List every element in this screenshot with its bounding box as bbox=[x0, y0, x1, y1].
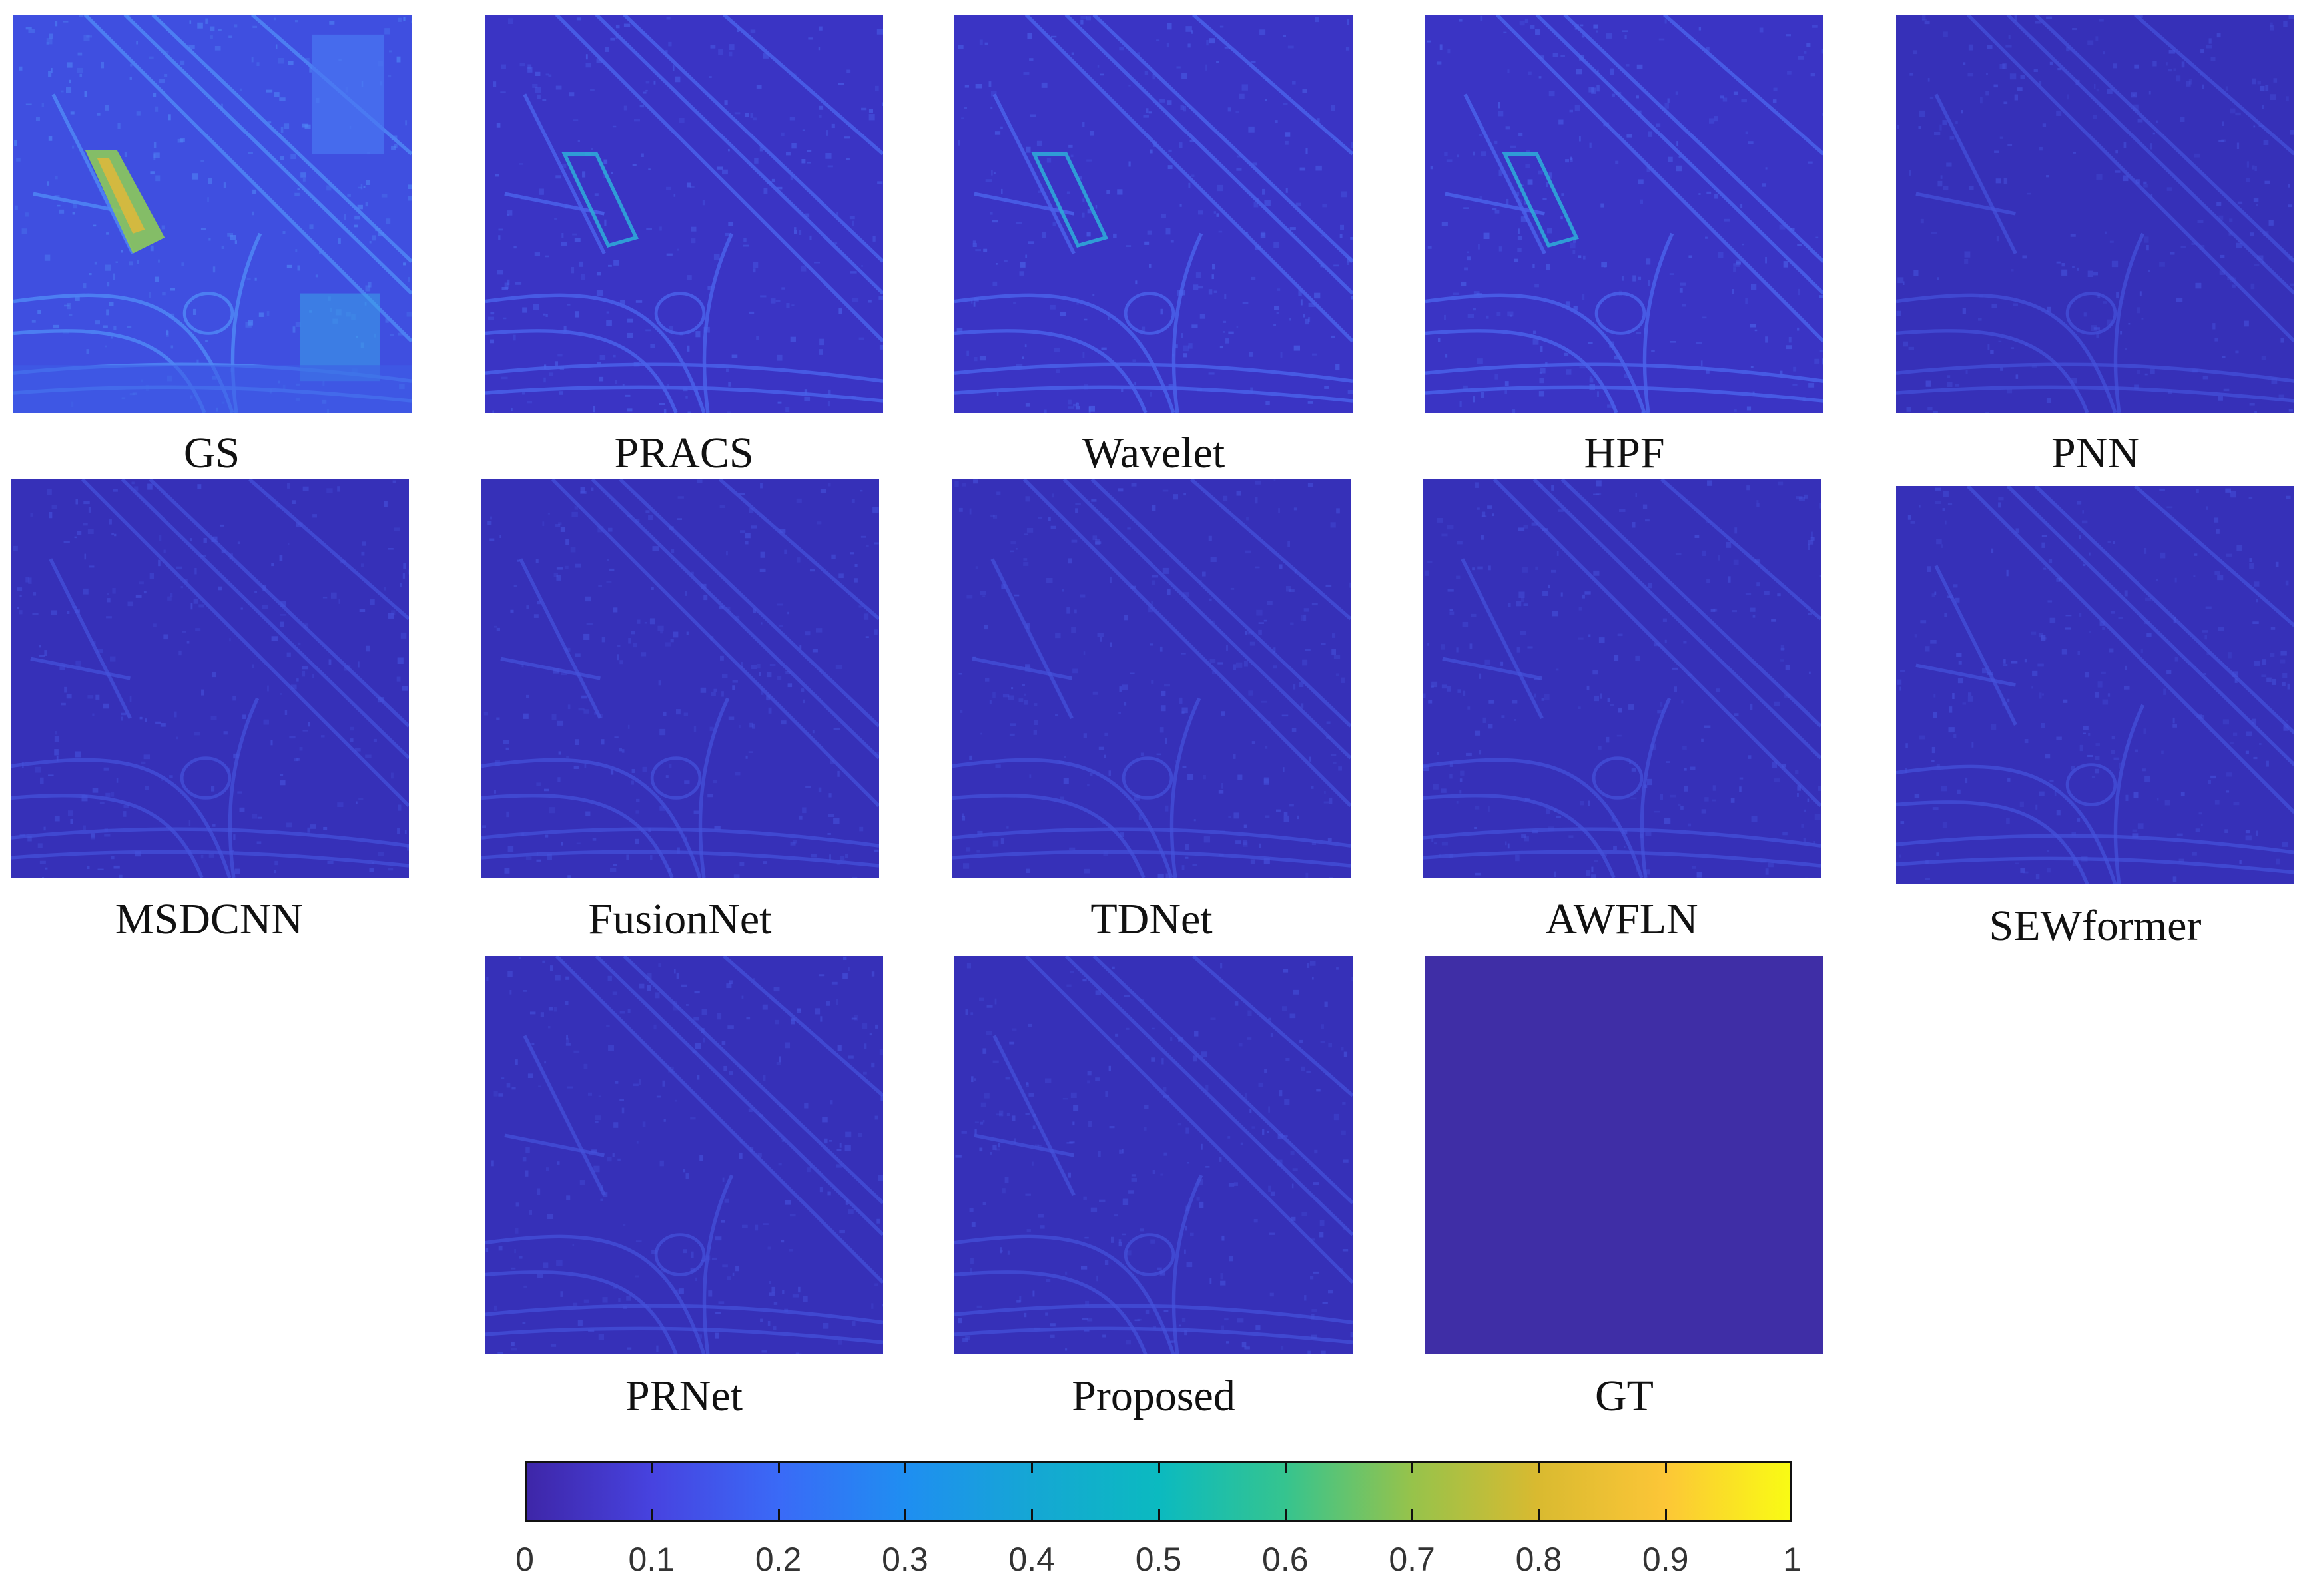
colorbar-tick-label: 0.4 bbox=[1008, 1541, 1055, 1578]
caption-msdcnn: MSDCNN bbox=[115, 895, 304, 943]
error-map-msdcnn bbox=[11, 479, 409, 878]
colorbar-tick-mark bbox=[1538, 1509, 1540, 1520]
colorbar-tick-label: 0.5 bbox=[1135, 1541, 1182, 1578]
colorbar-tick-mark bbox=[1664, 1509, 1667, 1520]
colorbar-tick-mark bbox=[1411, 1463, 1414, 1473]
error-map-sewformer bbox=[1896, 486, 2294, 884]
error-map-tdnet bbox=[952, 479, 1351, 878]
error-map-pracs bbox=[485, 15, 883, 413]
caption-sewformer: SEWformer bbox=[1989, 902, 2202, 950]
error-map-gs bbox=[13, 15, 412, 413]
caption-gs: GS bbox=[183, 429, 240, 477]
error-map-gt bbox=[1425, 956, 1823, 1354]
colorbar-tick-label: 0.8 bbox=[1515, 1541, 1562, 1578]
error-map-awfln bbox=[1423, 479, 1821, 878]
colorbar-tick-label: 0.7 bbox=[1389, 1541, 1435, 1578]
colorbar-tick-mark bbox=[1664, 1463, 1667, 1473]
caption-tdnet: TDNet bbox=[1090, 895, 1213, 943]
caption-pracs: PRACS bbox=[614, 429, 754, 477]
colorbar-tick-mark bbox=[1284, 1463, 1287, 1473]
error-map-hpf bbox=[1425, 15, 1823, 413]
error-map-proposed bbox=[954, 956, 1353, 1354]
colorbar-tick-mark bbox=[1538, 1463, 1540, 1473]
colorbar-tick-mark bbox=[651, 1509, 653, 1520]
colorbar-tick-label: 0.2 bbox=[755, 1541, 802, 1578]
colorbar-tick-mark bbox=[1031, 1463, 1034, 1473]
caption-pnn: PNN bbox=[2051, 429, 2140, 477]
colorbar-tick-label: 0.3 bbox=[882, 1541, 928, 1578]
colorbar-tick-mark bbox=[1411, 1509, 1414, 1520]
error-map-pnn bbox=[1896, 15, 2294, 413]
caption-prnet: PRNet bbox=[625, 1372, 743, 1420]
colorbar-tick-mark bbox=[651, 1463, 653, 1473]
colorbar-tick-mark bbox=[904, 1463, 906, 1473]
colorbar-tick-mark bbox=[777, 1509, 780, 1520]
colorbar-tick-mark bbox=[1157, 1509, 1160, 1520]
caption-gt: GT bbox=[1595, 1372, 1654, 1420]
colorbar-tick-label: 0 bbox=[515, 1541, 534, 1578]
error-map-wavelet bbox=[954, 15, 1353, 413]
caption-awfln: AWFLN bbox=[1545, 895, 1698, 943]
caption-proposed: Proposed bbox=[1072, 1372, 1235, 1420]
colorbar-tick-label: 0.6 bbox=[1262, 1541, 1309, 1578]
colorbar-tick-label: 0.1 bbox=[628, 1541, 675, 1578]
caption-wavelet: Wavelet bbox=[1082, 429, 1225, 477]
colorbar-tick-label: 0.9 bbox=[1642, 1541, 1689, 1578]
colorbar-tick-mark bbox=[1284, 1509, 1287, 1520]
colorbar-tick-label: 1 bbox=[1783, 1541, 1802, 1578]
colorbar-tick-mark bbox=[777, 1463, 780, 1473]
colorbar-tick-mark bbox=[1031, 1509, 1034, 1520]
caption-fusionnet: FusionNet bbox=[588, 895, 772, 943]
error-map-prnet bbox=[485, 956, 883, 1354]
colorbar-tick-mark bbox=[1157, 1463, 1160, 1473]
caption-hpf: HPF bbox=[1584, 429, 1665, 477]
colorbar-tick-mark bbox=[904, 1509, 906, 1520]
error-map-fusionnet bbox=[481, 479, 879, 878]
